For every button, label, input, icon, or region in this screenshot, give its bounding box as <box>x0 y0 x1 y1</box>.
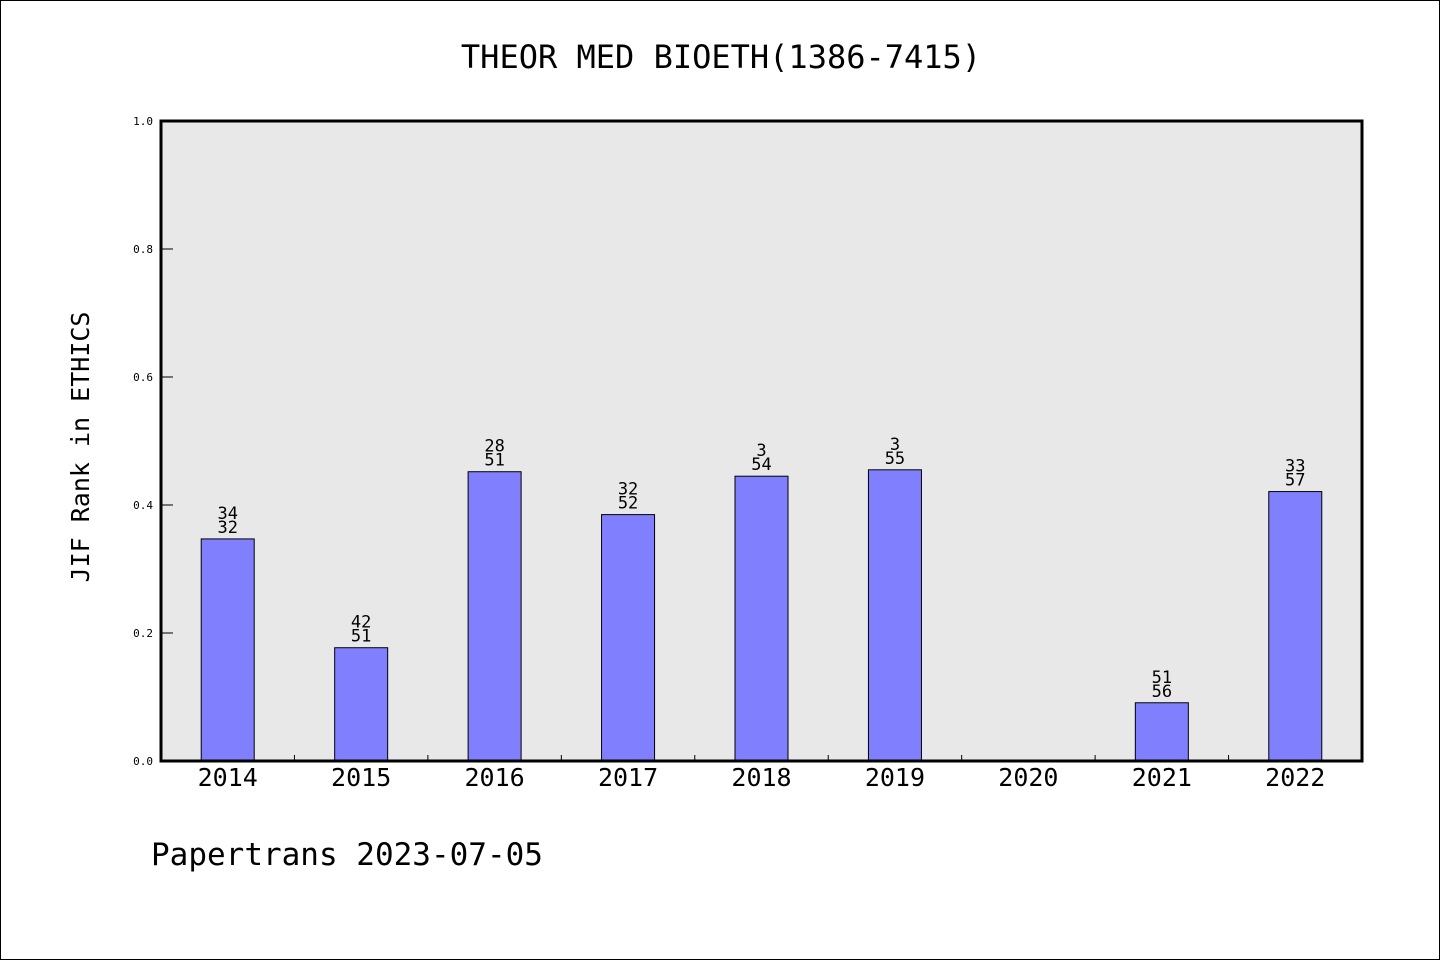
footer-watermark: Papertrans 2023-07-05 <box>151 837 543 873</box>
bar-rank-label: 3 <box>890 435 900 455</box>
bar <box>601 514 656 762</box>
bar-total-label: 52 <box>618 494 638 514</box>
bar-total-label: 56 <box>1152 682 1172 702</box>
bar-rank-label: 33 <box>1285 457 1305 477</box>
bar <box>867 469 922 762</box>
bar <box>467 471 522 762</box>
y-tick-label: 0.0 <box>133 755 153 768</box>
bar-total-label: 57 <box>1285 471 1305 491</box>
bar <box>200 538 255 762</box>
x-tick-label: 2019 <box>865 763 925 792</box>
x-tick-label: 2022 <box>1265 763 1325 792</box>
x-tick-label: 2015 <box>331 763 391 792</box>
bars-group <box>200 469 1323 762</box>
bar-rank-label: 28 <box>484 437 504 457</box>
bar-total-label: 51 <box>484 451 504 471</box>
bar <box>334 647 389 762</box>
bar <box>734 475 789 762</box>
bar-rank-label: 51 <box>1152 668 1172 688</box>
bar-rank-label: 42 <box>351 613 371 633</box>
chart-title: THEOR MED BIOETH(1386-7415) <box>461 38 981 76</box>
x-tick-label: 2021 <box>1132 763 1192 792</box>
bar-total-label: 54 <box>751 455 771 475</box>
bar-rank-label: 34 <box>217 504 237 524</box>
x-tick-label: 2016 <box>465 763 525 792</box>
y-tick-label: 1.0 <box>133 115 153 128</box>
x-tick-label: 2020 <box>998 763 1058 792</box>
bar-total-label: 51 <box>351 627 371 647</box>
x-tick-label: 2014 <box>198 763 258 792</box>
bar <box>1268 491 1323 762</box>
y-tick-label: 0.4 <box>133 499 153 512</box>
bar <box>1134 702 1189 762</box>
bar-rank-label: 32 <box>618 480 638 500</box>
x-tick-label: 2018 <box>731 763 791 792</box>
bar-total-label: 32 <box>217 518 237 538</box>
y-tick-label: 0.6 <box>133 371 153 384</box>
y-tick-label: 0.2 <box>133 627 153 640</box>
bar-total-label: 55 <box>885 449 905 469</box>
x-axis-ticks: 2014 2015 2016 2017 2018 2019 2020 2021 2022 <box>198 755 1325 792</box>
plot-border <box>159 119 1364 763</box>
bar-rank-label: 3 <box>756 441 766 461</box>
y-axis-ticks: 0.0 0.2 0.4 0.6 0.8 1.0 <box>133 115 173 768</box>
y-axis-label: JIF Rank in ETHICS <box>66 312 95 583</box>
x-tick-label: 2017 <box>598 763 658 792</box>
y-tick-label: 0.8 <box>133 243 153 256</box>
